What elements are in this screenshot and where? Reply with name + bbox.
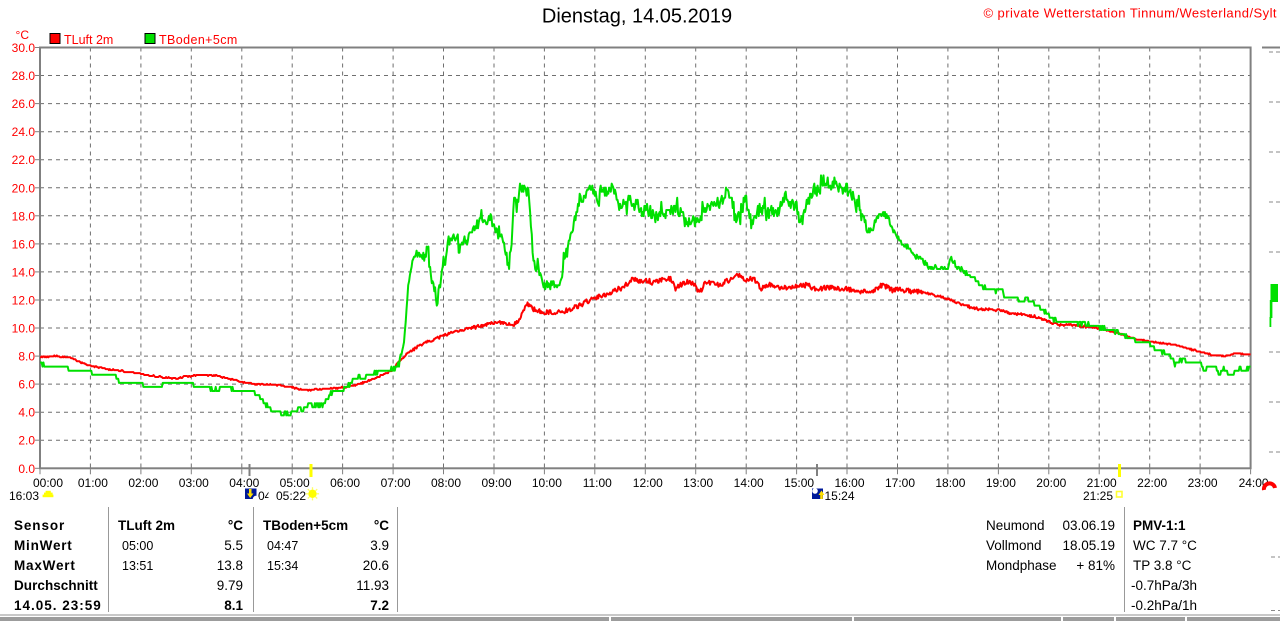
svg-text:PMV-1:1: PMV-1:1 — [1133, 518, 1186, 533]
svg-text:14.0: 14.0 — [12, 265, 36, 279]
svg-text:6.0: 6.0 — [18, 378, 35, 392]
svg-text:4.0: 4.0 — [18, 406, 35, 420]
svg-text:16:00: 16:00 — [834, 476, 864, 490]
svg-text:-0.7hPa/3h: -0.7hPa/3h — [1131, 578, 1197, 593]
svg-text:04:47: 04:47 — [267, 539, 298, 553]
svg-text:16.0: 16.0 — [12, 237, 36, 251]
svg-text:12.0: 12.0 — [12, 294, 36, 308]
svg-text:07:00: 07:00 — [381, 476, 411, 490]
svg-text:28.0: 28.0 — [12, 69, 36, 83]
svg-text:3.9: 3.9 — [370, 538, 389, 553]
svg-text:26.0: 26.0 — [12, 97, 36, 111]
svg-text:21:00: 21:00 — [1087, 476, 1117, 490]
svg-text:10:00: 10:00 — [532, 476, 562, 490]
svg-text:04:00: 04:00 — [229, 476, 259, 490]
svg-text:14:00: 14:00 — [734, 476, 764, 490]
svg-text:8.1: 8.1 — [224, 598, 243, 613]
svg-text:20:00: 20:00 — [1036, 476, 1066, 490]
svg-text:13:51: 13:51 — [122, 559, 153, 573]
svg-text:02:00: 02:00 — [128, 476, 158, 490]
svg-text:22.0: 22.0 — [12, 153, 36, 167]
svg-text:13.8: 13.8 — [217, 558, 243, 573]
svg-text:23:00: 23:00 — [1188, 476, 1218, 490]
svg-text:14.05. 23:59: 14.05. 23:59 — [14, 598, 102, 613]
svg-text:11.93: 11.93 — [356, 578, 389, 593]
svg-text:9.79: 9.79 — [217, 578, 243, 593]
svg-text:22:00: 22:00 — [1137, 476, 1167, 490]
svg-text:7.2: 7.2 — [370, 598, 389, 613]
svg-text:TBoden+5cm: TBoden+5cm — [159, 33, 238, 47]
svg-text:19:00: 19:00 — [986, 476, 1016, 490]
svg-text:00:00: 00:00 — [33, 476, 63, 490]
svg-text:13:00: 13:00 — [683, 476, 713, 490]
svg-text:WC 7.7 °C: WC 7.7 °C — [1133, 538, 1197, 553]
svg-text:05:22: 05:22 — [276, 489, 306, 503]
svg-text:18.05.19: 18.05.19 — [1062, 538, 1115, 553]
svg-text:21:25: 21:25 — [1083, 489, 1113, 503]
svg-text:TP 3.8 °C: TP 3.8 °C — [1133, 558, 1192, 573]
svg-text:15:00: 15:00 — [784, 476, 814, 490]
svg-text:12:00: 12:00 — [633, 476, 663, 490]
svg-text:Sensor: Sensor — [14, 518, 65, 533]
svg-text:24.0: 24.0 — [12, 125, 36, 139]
svg-text:-0.2hPa/1h: -0.2hPa/1h — [1131, 598, 1197, 613]
svg-text:MinWert: MinWert — [14, 538, 73, 553]
svg-text:Mondphase: Mondphase — [986, 558, 1057, 573]
svg-text:20.6: 20.6 — [363, 558, 389, 573]
svg-text:17:00: 17:00 — [885, 476, 915, 490]
svg-text:18:00: 18:00 — [935, 476, 965, 490]
svg-text:09:00: 09:00 — [481, 476, 511, 490]
svg-text:© private Wetterstation Tinnum: © private Wetterstation Tinnum/Westerlan… — [983, 6, 1277, 21]
svg-text:06:00: 06:00 — [330, 476, 360, 490]
svg-text:03:00: 03:00 — [179, 476, 209, 490]
svg-text:2.0: 2.0 — [18, 434, 35, 448]
svg-text:°C: °C — [16, 28, 30, 42]
svg-text:Neumond: Neumond — [986, 518, 1045, 533]
svg-text:5.5: 5.5 — [224, 538, 243, 553]
svg-text:08:00: 08:00 — [431, 476, 461, 490]
svg-text:Vollmond: Vollmond — [986, 538, 1042, 553]
svg-text:Durchschnitt: Durchschnitt — [14, 578, 98, 593]
svg-text:04: 04 — [258, 489, 272, 503]
svg-text:20.0: 20.0 — [12, 181, 36, 195]
svg-text:05:00: 05:00 — [280, 476, 310, 490]
svg-text:°C: °C — [228, 518, 243, 533]
svg-text:Dienstag, 14.05.2019: Dienstag, 14.05.2019 — [542, 6, 732, 28]
svg-text:30.0: 30.0 — [12, 41, 36, 55]
svg-text:18.0: 18.0 — [12, 209, 36, 223]
svg-text:8.0: 8.0 — [18, 350, 35, 364]
svg-text:+ 81%: + 81% — [1076, 558, 1115, 573]
svg-text:24:00: 24:00 — [1239, 476, 1269, 490]
svg-text:01:00: 01:00 — [78, 476, 108, 490]
svg-text:03.06.19: 03.06.19 — [1062, 518, 1115, 533]
svg-text:0.0: 0.0 — [18, 462, 35, 476]
svg-text:TLuft 2m: TLuft 2m — [64, 33, 113, 47]
svg-text:10.0: 10.0 — [12, 322, 36, 336]
svg-text:MaxWert: MaxWert — [14, 558, 76, 573]
svg-text:05:00: 05:00 — [122, 539, 153, 553]
svg-text:°C: °C — [374, 518, 389, 533]
svg-text:16:03: 16:03 — [9, 489, 39, 503]
svg-text:11:00: 11:00 — [583, 476, 612, 490]
svg-text:TBoden+5cm: TBoden+5cm — [263, 518, 348, 533]
svg-text:15:34: 15:34 — [267, 559, 298, 573]
svg-text:TLuft 2m: TLuft 2m — [118, 518, 175, 533]
svg-text:15:24: 15:24 — [825, 489, 855, 503]
